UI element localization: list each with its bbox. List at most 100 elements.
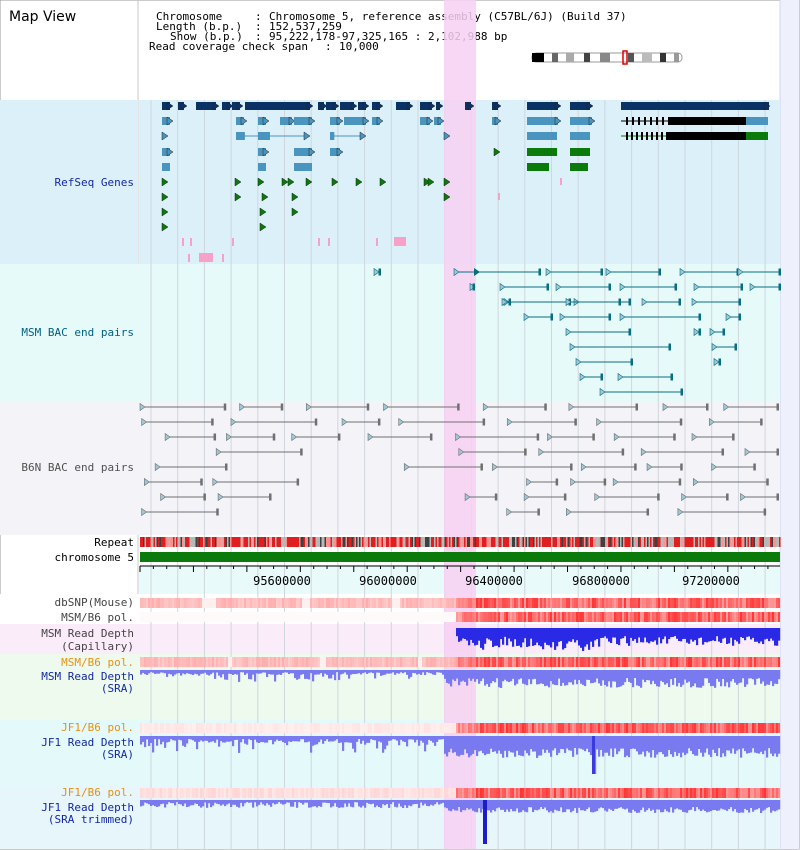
polymorphism-cell[interactable] xyxy=(718,612,721,622)
bac-end[interactable] xyxy=(269,493,272,501)
read-depth-bar[interactable] xyxy=(442,736,445,740)
read-depth-bar[interactable] xyxy=(694,800,697,812)
polymorphism-cell[interactable] xyxy=(424,723,427,733)
polymorphism-cell[interactable] xyxy=(560,598,563,608)
polymorphism-cell[interactable] xyxy=(356,723,359,733)
read-depth-bar[interactable] xyxy=(668,628,671,640)
read-depth-bar[interactable] xyxy=(622,670,625,685)
gene-exon[interactable] xyxy=(746,132,768,140)
polymorphism-cell[interactable] xyxy=(720,723,723,733)
read-depth-bar[interactable] xyxy=(230,736,233,742)
polymorphism-cell[interactable] xyxy=(326,612,329,622)
read-depth-bar[interactable] xyxy=(596,736,599,750)
read-depth-bar[interactable] xyxy=(512,670,515,679)
polymorphism-cell[interactable] xyxy=(232,723,235,733)
read-depth-bar[interactable] xyxy=(184,670,187,675)
polymorphism-cell[interactable] xyxy=(550,723,553,733)
polymorphism-cell[interactable] xyxy=(578,598,581,608)
repeat-element[interactable] xyxy=(644,537,646,547)
polymorphism-cell[interactable] xyxy=(570,598,573,608)
polymorphism-cell[interactable] xyxy=(372,788,375,798)
read-depth-bar[interactable] xyxy=(718,736,721,749)
read-depth-bar[interactable] xyxy=(560,670,563,686)
read-depth-bar[interactable] xyxy=(776,800,779,811)
repeat-element[interactable] xyxy=(543,537,546,547)
polymorphism-cell[interactable] xyxy=(484,598,487,608)
polymorphism-cell[interactable] xyxy=(552,612,555,622)
polymorphism-cell[interactable] xyxy=(468,612,471,622)
repeat-element[interactable] xyxy=(176,537,178,547)
read-depth-bar[interactable] xyxy=(456,800,459,811)
polymorphism-cell[interactable] xyxy=(690,723,693,733)
gene-strand-arrow[interactable] xyxy=(166,101,174,111)
polymorphism-cell[interactable] xyxy=(532,657,535,667)
polymorphism-cell[interactable] xyxy=(528,612,531,622)
polymorphism-cell[interactable] xyxy=(680,788,683,798)
polymorphism-cell[interactable] xyxy=(652,598,655,608)
read-depth-bar[interactable] xyxy=(264,736,267,743)
polymorphism-cell[interactable] xyxy=(552,723,555,733)
polymorphism-cell[interactable] xyxy=(710,612,713,622)
polymorphism-cell[interactable] xyxy=(376,723,379,733)
repeat-element[interactable] xyxy=(531,537,534,547)
read-depth-bar[interactable] xyxy=(194,800,197,804)
read-depth-bar[interactable] xyxy=(146,736,149,740)
polymorphism-cell[interactable] xyxy=(256,612,259,622)
polymorphism-cell[interactable] xyxy=(508,657,511,667)
repeat-element[interactable] xyxy=(168,537,171,547)
repeat-element[interactable] xyxy=(185,537,187,547)
read-depth-bar[interactable] xyxy=(308,800,311,808)
repeat-element[interactable] xyxy=(497,537,499,547)
read-depth-bar[interactable] xyxy=(344,800,347,804)
polymorphism-cell[interactable] xyxy=(408,788,411,798)
read-depth-bar[interactable] xyxy=(564,628,567,649)
polymorphism-cell[interactable] xyxy=(392,657,395,667)
read-depth-bar[interactable] xyxy=(428,800,431,807)
repeat-element[interactable] xyxy=(537,537,540,547)
polymorphism-cell[interactable] xyxy=(752,612,755,622)
repeat-element[interactable] xyxy=(290,537,292,547)
read-depth-bar[interactable] xyxy=(574,670,577,680)
bac-end[interactable] xyxy=(658,268,662,276)
read-depth-bar[interactable] xyxy=(752,628,755,638)
polymorphism-cell[interactable] xyxy=(346,723,349,733)
read-depth-bar[interactable] xyxy=(688,800,691,811)
polymorphism-cell[interactable] xyxy=(626,788,629,798)
polymorphism-cell[interactable] xyxy=(464,788,467,798)
read-depth-bar[interactable] xyxy=(580,736,583,749)
polymorphism-cell[interactable] xyxy=(714,723,717,733)
repeat-element[interactable] xyxy=(570,537,573,547)
polymorphism-cell[interactable] xyxy=(470,612,473,622)
read-depth-bar[interactable] xyxy=(528,800,531,808)
read-depth-bar[interactable] xyxy=(582,670,585,685)
read-depth-bar[interactable] xyxy=(584,628,587,647)
read-depth-bar[interactable] xyxy=(242,800,245,807)
read-depth-bar[interactable] xyxy=(674,628,677,637)
polymorphism-cell[interactable] xyxy=(222,598,225,608)
read-depth-bar[interactable] xyxy=(698,736,701,750)
repeat-element[interactable] xyxy=(171,537,174,547)
repeat-element[interactable] xyxy=(440,537,442,547)
polymorphism-cell[interactable] xyxy=(706,598,709,608)
polymorphism-cell[interactable] xyxy=(400,723,403,733)
polymorphism-cell[interactable] xyxy=(152,723,155,733)
read-depth-bar[interactable] xyxy=(440,800,443,804)
polymorphism-cell[interactable] xyxy=(516,598,519,608)
read-depth-bar[interactable] xyxy=(706,736,709,749)
read-depth-bar[interactable] xyxy=(646,628,649,643)
polymorphism-cell[interactable] xyxy=(450,723,453,733)
bac-end[interactable] xyxy=(679,418,683,426)
read-depth-bar[interactable] xyxy=(322,800,325,803)
polymorphism-cell[interactable] xyxy=(220,657,223,667)
polymorphism-cell[interactable] xyxy=(342,612,345,622)
polymorphism-cell[interactable] xyxy=(600,723,603,733)
read-depth-bar[interactable] xyxy=(320,670,323,674)
read-depth-bar[interactable] xyxy=(468,628,471,646)
polymorphism-cell[interactable] xyxy=(554,788,557,798)
read-depth-bar[interactable] xyxy=(200,736,203,741)
polymorphism-cell[interactable] xyxy=(246,723,249,733)
repeat-element[interactable] xyxy=(242,537,244,547)
gene-exon[interactable] xyxy=(636,132,638,140)
repeat-element[interactable] xyxy=(209,537,211,547)
read-depth-bar[interactable] xyxy=(170,736,173,740)
